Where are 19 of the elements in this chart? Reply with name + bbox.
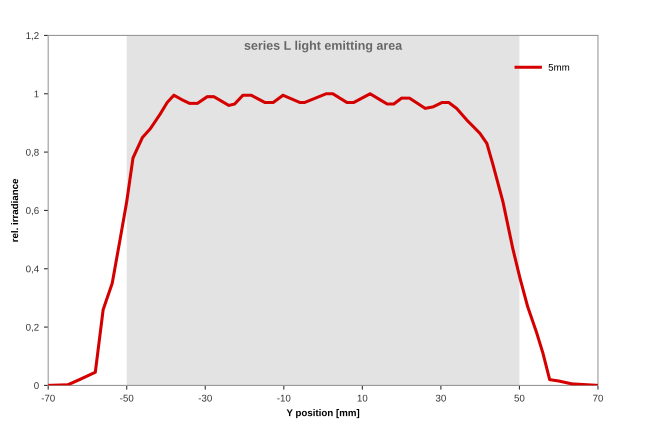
x-tick-label: 30 <box>436 394 446 402</box>
y-tick-label: 1 <box>34 90 39 98</box>
band-label: series L light emitting area <box>244 40 402 52</box>
legend-label: 5mm <box>548 64 570 71</box>
x-axis-title: Y position [mm] <box>286 409 360 418</box>
y-axis-title: rel. irradiance <box>11 178 18 242</box>
y-tick-label: 0,2 <box>26 324 39 332</box>
x-tick-label: -50 <box>120 394 134 402</box>
x-tick-label: 50 <box>514 394 524 402</box>
y-tick-label: 1,2 <box>26 32 39 40</box>
x-tick-label: -10 <box>277 394 290 402</box>
y-tick-label: 0,4 <box>26 265 39 274</box>
y-tick-label: 0 <box>34 382 39 390</box>
x-tick-label: -30 <box>198 394 212 402</box>
y-tick-label: 0,6 <box>26 207 39 216</box>
x-tick-label: 70 <box>593 394 603 402</box>
x-tick-label: -70 <box>42 394 55 402</box>
x-tick-label: 10 <box>358 394 368 402</box>
y-tick-label: 0,8 <box>26 148 39 157</box>
